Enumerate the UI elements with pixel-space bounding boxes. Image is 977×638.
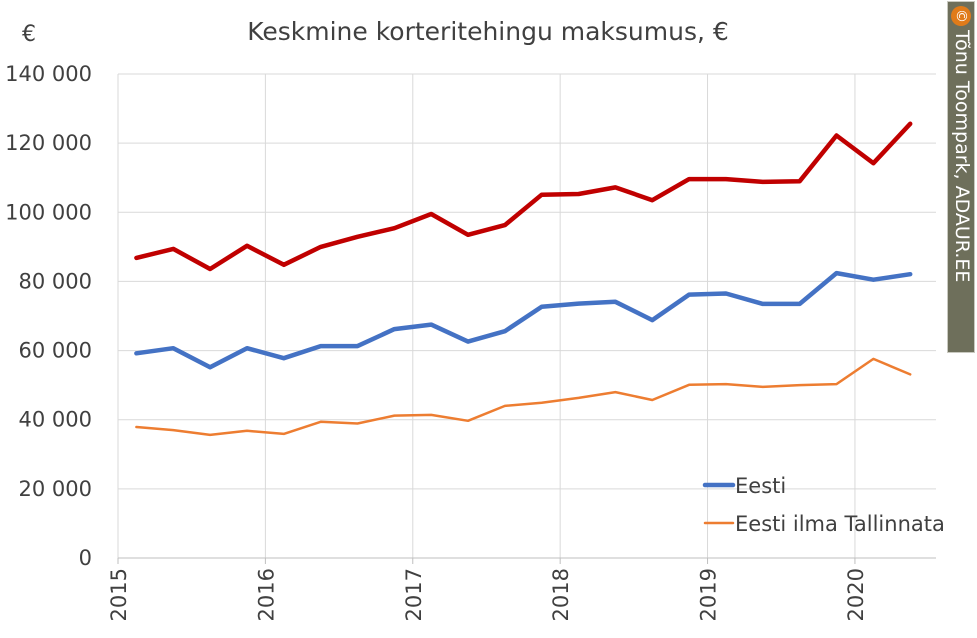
x-tick-label: 2015 bbox=[107, 568, 131, 621]
gridlines bbox=[117, 73, 936, 564]
x-tick-label: 2017 bbox=[402, 568, 426, 621]
y-tick-label: 60 000 bbox=[19, 339, 92, 363]
y-tick-label: 40 000 bbox=[19, 408, 92, 432]
y-tick-label: 80 000 bbox=[19, 269, 92, 293]
copyright-credit: © Tõnu Toompark, ADAUR.EE bbox=[947, 1, 975, 353]
series-line-eesti-ilma-tallinnata bbox=[135, 357, 912, 437]
y-tick-label: 0 bbox=[79, 546, 92, 570]
x-tick-label: 2018 bbox=[549, 568, 573, 621]
legend-label: Eesti ilma Tallinnata bbox=[735, 512, 945, 536]
series-line-unnamed-0 bbox=[134, 121, 913, 272]
x-tick-label: 2019 bbox=[697, 568, 721, 621]
y-axis-ticks: 0 20 000 40 000 60 000 80 000 100 000 120 000 1… bbox=[5, 62, 92, 570]
x-tick-label: 2020 bbox=[844, 568, 868, 621]
credit-label: Tõnu Toompark, ADAUR.EE bbox=[951, 30, 973, 283]
y-tick-label: 120 000 bbox=[5, 131, 92, 155]
y-tick-label: 20 000 bbox=[19, 477, 92, 501]
copyright-icon: © bbox=[951, 6, 971, 26]
y-tick-label: 140 000 bbox=[5, 62, 92, 86]
series-line-eesti bbox=[134, 270, 913, 370]
chart-title: Keskmine korteritehingu maksumus, € bbox=[247, 17, 729, 46]
credit-text: © Tõnu Toompark, ADAUR.EE bbox=[950, 6, 974, 346]
y-unit-label: € bbox=[22, 22, 36, 47]
series-lines bbox=[134, 121, 913, 437]
legend-label: Eesti bbox=[735, 474, 786, 498]
legend: Eesti Eesti ilma Tallinnata bbox=[702, 474, 945, 536]
x-tick-label: 2016 bbox=[254, 568, 278, 621]
x-axis-ticks: 2015 2016 2017 2018 2019 2020 bbox=[107, 568, 868, 621]
y-tick-label: 100 000 bbox=[5, 200, 92, 224]
